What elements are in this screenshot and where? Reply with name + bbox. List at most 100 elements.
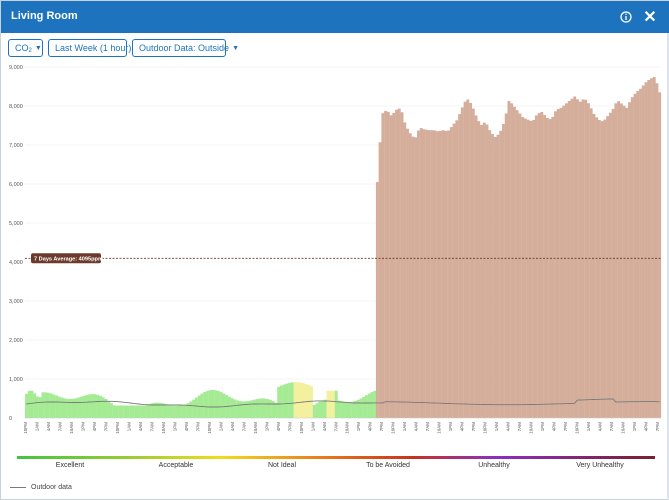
x-tick-label: 7PM <box>287 422 292 432</box>
chart-bar <box>414 137 418 418</box>
chart-bar <box>192 399 196 418</box>
x-tick-label: 10PM <box>23 422 28 434</box>
chart-bar <box>85 394 89 418</box>
chart-bar <box>641 85 645 418</box>
chart-bar <box>474 115 478 418</box>
outdoor-data-dropdown[interactable]: Outdoor Data: Outside ▼ <box>132 39 239 57</box>
y-tick-label: 4,000 <box>9 260 23 266</box>
chart-bar <box>348 401 352 418</box>
chart-bar <box>611 108 615 418</box>
chart-bar <box>222 393 226 418</box>
chart-bar <box>606 116 610 419</box>
x-tick-label: 4AM <box>322 422 327 432</box>
chart-bar <box>370 392 374 418</box>
chart-bar <box>55 395 59 418</box>
chart-bar <box>556 109 560 418</box>
x-tick-label: 7AM <box>609 422 614 432</box>
chart-bar <box>104 399 108 418</box>
metric-dropdown[interactable]: CO2 ▼ <box>8 39 43 57</box>
chart-bar <box>619 103 623 418</box>
chart-bar <box>181 405 185 418</box>
chart-bar <box>208 390 212 418</box>
x-tick-label: 7AM <box>425 422 430 432</box>
chart-bar <box>140 405 144 418</box>
chart-bar <box>417 130 420 418</box>
chart-bar <box>290 382 294 418</box>
info-icon-glyph <box>620 11 632 23</box>
chart-bar <box>395 109 398 418</box>
x-axis: 10PM 1AM 4AM 7AM 10AM 1PM 4PM 7PM 10PM 1AM 4AM 7AM 1… <box>23 417 661 434</box>
x-tick-label: 7AM <box>241 422 246 432</box>
chart-bar <box>299 382 303 418</box>
x-tick-label: 7PM <box>103 422 108 432</box>
chart-bar <box>425 129 429 418</box>
chart-bar <box>534 115 538 418</box>
chart-bar <box>288 382 292 418</box>
scale-label-acceptable: Acceptable <box>158 462 194 469</box>
chart-bar <box>238 401 242 418</box>
chart-bar <box>565 103 568 418</box>
range-label: Last Week (1 hour) <box>55 43 132 53</box>
x-tick-label: 1AM <box>494 422 499 432</box>
chart-bar <box>622 105 626 418</box>
chart-bar <box>214 390 218 418</box>
chart-bar <box>460 107 464 418</box>
chart-bar <box>364 395 368 418</box>
y-tick-label: 0 <box>9 416 12 422</box>
x-tick-label: 1AM <box>586 422 591 432</box>
chart-bar <box>586 103 590 418</box>
close-icon[interactable]: ✕ <box>643 9 657 26</box>
x-tick-label: 4PM <box>92 422 97 432</box>
chart-bar <box>444 130 448 418</box>
chart-bar <box>499 130 503 419</box>
chart-bar <box>57 396 61 418</box>
chart-bar <box>156 402 160 418</box>
chart-bar <box>200 393 204 418</box>
chart-bar <box>625 107 629 419</box>
chart-bar <box>25 393 28 418</box>
chart-bar <box>400 112 404 419</box>
chart-bar <box>151 403 154 418</box>
x-tick-label: 4AM <box>598 422 603 432</box>
chart-bar <box>600 121 604 419</box>
scrollbar-track[interactable] <box>667 33 669 500</box>
chart-bar <box>118 405 122 418</box>
chart-bar <box>68 399 72 418</box>
chart-legend[interactable]: Outdoor data <box>10 482 72 492</box>
chart-bar <box>639 88 642 418</box>
x-tick-label: 4PM <box>276 422 281 432</box>
x-tick-label: 1PM <box>540 422 545 432</box>
chart-bar <box>131 405 135 418</box>
chart-bar <box>285 383 289 418</box>
x-tick-label: 1AM <box>126 422 131 432</box>
chart-bar <box>79 396 83 418</box>
chart-bar <box>268 399 272 418</box>
chart-bar <box>584 99 588 418</box>
chart-bar <box>523 118 527 418</box>
chart-bar <box>167 404 171 418</box>
chart-bar <box>332 390 335 418</box>
chart-bar <box>60 397 64 418</box>
chart-bar <box>515 110 519 419</box>
chart-bar <box>353 400 357 418</box>
chart-bar <box>397 108 401 419</box>
caret-down-icon: ▼ <box>232 45 239 52</box>
x-tick-label: 7AM <box>517 422 522 432</box>
legend-outdoor-label: Outdoor data <box>31 483 72 491</box>
chart-bar <box>463 101 467 418</box>
chart-bar <box>30 390 34 418</box>
outdoor-data-label: Outdoor Data: Outside <box>139 43 230 53</box>
scale-label-very-unhealthy: Very Unhealthy <box>576 462 624 469</box>
info-icon[interactable] <box>617 8 635 26</box>
co2-chart: 7 Days Average: 4095ppm 0 1,000 2,000 3,000… <box>9 65 662 434</box>
x-tick-label: 10AM <box>345 422 350 434</box>
chart-bar <box>175 405 179 418</box>
air-quality-scale <box>17 456 655 459</box>
chart-bar <box>427 130 431 418</box>
range-dropdown[interactable]: Last Week (1 hour)▼ <box>48 39 141 57</box>
x-tick-label: 4AM <box>230 422 235 432</box>
chart-bar <box>38 397 42 418</box>
y-tick-label: 7,000 <box>9 143 23 149</box>
chart-bar <box>458 114 462 418</box>
chart-bar <box>518 113 522 419</box>
